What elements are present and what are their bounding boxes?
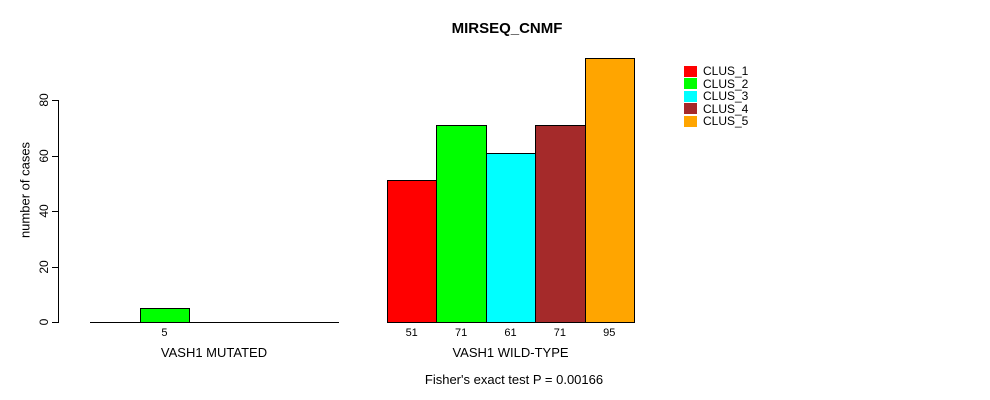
bar-clus_2-mutated bbox=[140, 308, 190, 323]
legend-label: CLUS_1 bbox=[703, 64, 749, 78]
footnote-fisher-test: Fisher's exact test P = 0.00166 bbox=[424, 372, 604, 387]
bar-clus_1-wild-type bbox=[387, 180, 437, 323]
legend-item-clus_4: CLUS_4 bbox=[684, 103, 748, 115]
legend-item-clus_3: CLUS_3 bbox=[684, 90, 748, 102]
bar-value-label: 71 bbox=[454, 327, 468, 339]
legend-item-clus_1: CLUS_1 bbox=[684, 65, 748, 77]
y-axis-line bbox=[58, 100, 59, 323]
legend-label: CLUS_4 bbox=[703, 101, 749, 116]
y-tick-label: 0 bbox=[37, 318, 51, 326]
bar-clus_5-wild-type bbox=[585, 58, 635, 323]
bar-value-label: 61 bbox=[504, 327, 517, 339]
y-axis-label: number of cases bbox=[17, 141, 33, 239]
group-label-mutated: VASH1 MUTATED bbox=[160, 345, 268, 360]
legend-label: CLUS_2 bbox=[703, 76, 749, 91]
legend-item-clus_5: CLUS_5 bbox=[684, 115, 748, 127]
y-tick-label: 40 bbox=[37, 204, 51, 218]
legend-swatch-clus_3 bbox=[684, 90, 697, 102]
y-tick-label: 80 bbox=[37, 93, 51, 107]
y-axis-tick bbox=[52, 322, 58, 323]
chart-title: MIRSEQ_CNMF bbox=[451, 20, 563, 37]
y-tick-label: 60 bbox=[37, 149, 51, 163]
y-axis-tick bbox=[52, 156, 58, 157]
y-axis-tick bbox=[52, 267, 58, 268]
x-baseline-mutated bbox=[90, 322, 339, 323]
bar-value-label: 5 bbox=[161, 327, 168, 339]
bar-value-label: 51 bbox=[405, 327, 418, 339]
legend-label: CLUS_5 bbox=[703, 114, 749, 128]
bar-clus_3-wild-type bbox=[486, 153, 536, 323]
legend-label: CLUS_3 bbox=[703, 89, 749, 103]
bar-value-label: 71 bbox=[553, 327, 567, 339]
legend-swatch-clus_2 bbox=[684, 78, 697, 89]
legend-swatch-clus_4 bbox=[684, 103, 697, 114]
y-axis-tick bbox=[52, 211, 58, 212]
bar-value-label: 95 bbox=[603, 327, 616, 339]
bar-clus_2-wild-type bbox=[436, 125, 487, 323]
bar-clus_4-wild-type bbox=[535, 125, 586, 323]
legend-item-clus_2: CLUS_2 bbox=[684, 78, 748, 90]
y-axis-tick bbox=[52, 100, 58, 101]
y-tick-label: 20 bbox=[37, 260, 51, 274]
legend-swatch-clus_5 bbox=[684, 115, 697, 127]
group-label-wild-type: VASH1 WILD-TYPE bbox=[452, 345, 569, 360]
legend-swatch-clus_1 bbox=[684, 65, 697, 77]
